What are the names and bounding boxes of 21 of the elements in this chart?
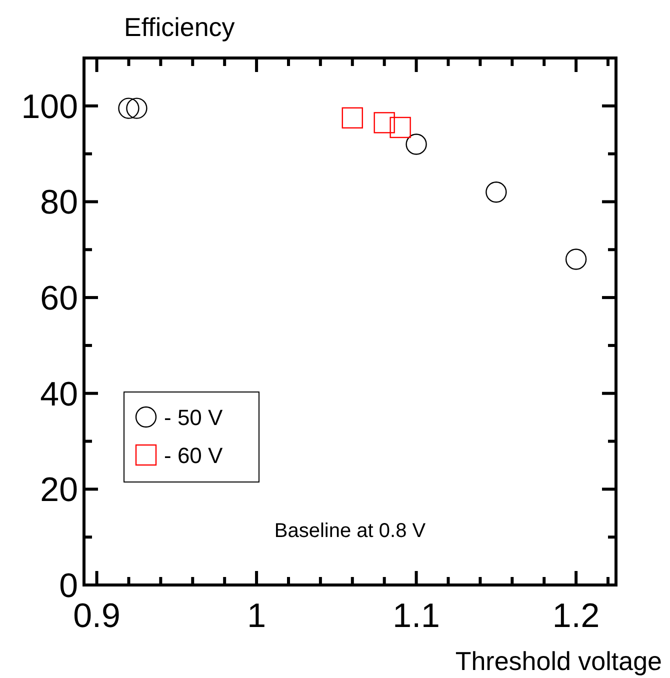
x-tick-label: 1 [247,597,266,635]
chart-title: Efficiency [124,12,235,42]
legend-label: - 50 V [164,405,224,430]
x-axis-title: Threshold voltage [455,646,662,676]
point [118,98,140,119]
point [390,116,411,138]
y-tick-label: 80 [40,184,78,222]
point [486,182,507,203]
y-tick-label: 40 [40,375,78,414]
point [406,134,427,155]
point [565,248,587,270]
legend-label: - 60 V [164,443,224,468]
y-tick-label: 100 [21,88,78,126]
point [374,112,395,134]
point [126,98,148,119]
y-tick-label: 20 [40,471,78,510]
x-tick-label: 1.2 [552,597,600,635]
y-tick-label: 60 [40,280,78,318]
x-tick-label: 1.1 [392,597,440,635]
annotation: Baseline at 0.8 V [274,520,426,542]
point [342,107,363,128]
